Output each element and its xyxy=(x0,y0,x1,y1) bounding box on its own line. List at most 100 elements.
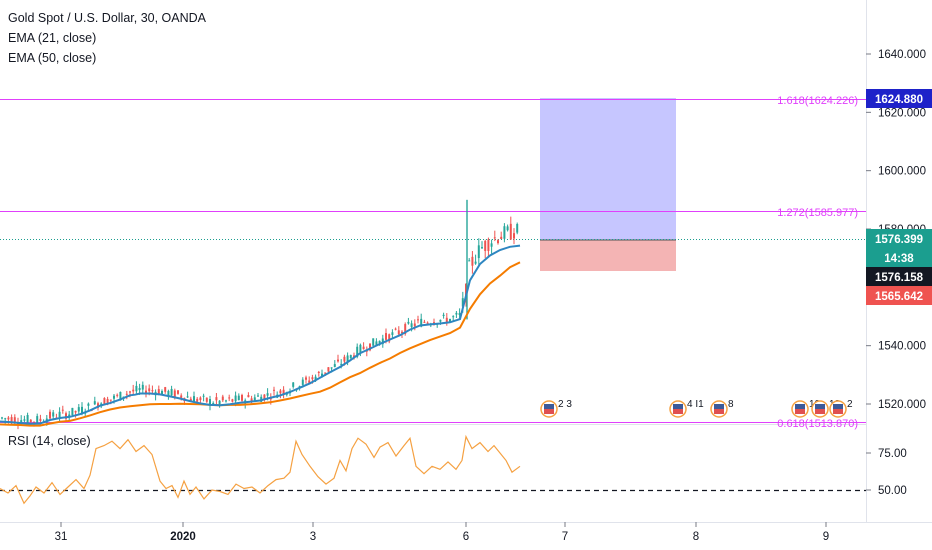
time-tick-label: 8 xyxy=(693,531,699,543)
price-tick-label: 1540.000 xyxy=(878,341,926,353)
flag-stripes xyxy=(833,409,843,414)
candle-body xyxy=(61,409,64,411)
candle-body xyxy=(349,355,352,359)
candle-body xyxy=(385,333,387,340)
candle-body xyxy=(148,388,151,392)
candle-body xyxy=(161,390,163,395)
candle-body xyxy=(33,421,35,423)
ema21-legend[interactable]: EMA (21, close) xyxy=(8,31,97,45)
candle-body xyxy=(282,389,285,395)
flag-canton xyxy=(795,404,805,409)
candle-body xyxy=(218,400,221,405)
candle-body xyxy=(497,240,499,244)
candle-body xyxy=(337,359,339,362)
candle-body xyxy=(481,247,483,249)
ema50-legend[interactable]: EMA (50, close) xyxy=(8,51,97,65)
candle-body xyxy=(87,403,90,406)
candle-body xyxy=(397,330,400,335)
candle-body xyxy=(452,316,455,318)
candle-body xyxy=(301,379,304,385)
candle-body xyxy=(253,397,256,401)
candle-body xyxy=(173,390,176,398)
candle-body xyxy=(13,417,16,423)
candle-body xyxy=(221,396,224,401)
candle-body xyxy=(23,419,26,421)
candle-body xyxy=(52,412,55,417)
candle-body xyxy=(68,414,71,417)
candle-body xyxy=(388,334,391,342)
candle-body xyxy=(209,399,211,406)
candle-body xyxy=(455,312,458,315)
candle-body xyxy=(292,382,295,387)
price-tag-stop-text: 1565.642 xyxy=(875,291,923,303)
candle-body xyxy=(228,397,231,399)
candle-body xyxy=(314,376,317,381)
candle-body xyxy=(129,391,131,393)
candle-body xyxy=(404,324,407,335)
candle-body xyxy=(205,397,208,402)
candle-body xyxy=(513,233,515,239)
candle-body xyxy=(372,338,375,346)
candle-body xyxy=(263,394,266,401)
candle-body xyxy=(135,385,138,392)
target-zone[interactable] xyxy=(540,98,676,240)
event-count: 2 3 xyxy=(558,399,572,410)
event-marker[interactable]: 2 3 xyxy=(540,399,572,418)
time-axis[interactable]: 31 2020 3 6 7 8 9 xyxy=(55,522,830,543)
stop-zone[interactable] xyxy=(540,240,676,271)
candle-body xyxy=(340,363,343,365)
candle-body xyxy=(493,237,496,239)
flag-stripes xyxy=(673,409,683,414)
event-marker[interactable]: 2 xyxy=(829,399,853,418)
flag-canton xyxy=(815,404,825,409)
candle-body xyxy=(170,388,173,396)
candle-body xyxy=(333,364,336,367)
candle-body xyxy=(141,384,144,390)
candle-body xyxy=(279,390,282,394)
candle-body xyxy=(225,400,227,402)
candle-body xyxy=(321,373,323,378)
candle-body xyxy=(506,226,509,231)
candle-body xyxy=(477,245,480,259)
candle-body xyxy=(58,411,61,417)
price-tag-current xyxy=(866,229,932,248)
candle-body xyxy=(468,260,471,262)
candle-body xyxy=(324,372,327,374)
chart-legend: Gold Spot / U.S. Dollar, 30, OANDA EMA (… xyxy=(8,8,206,68)
time-tick-label: 3 xyxy=(310,531,316,543)
rsi-legend[interactable]: RSI (14, close) xyxy=(8,434,91,448)
flag-canton xyxy=(673,404,683,409)
candle-body xyxy=(417,319,419,321)
fib-label-middle: 1.272(1585.977) xyxy=(777,207,858,219)
economic-events[interactable]: 2 34 I1810122 xyxy=(540,399,853,418)
time-tick-label: 2020 xyxy=(170,531,196,543)
time-tick-label: 31 xyxy=(55,531,68,543)
candlesticks xyxy=(1,199,519,430)
candle-body xyxy=(461,298,464,307)
price-tag-current-text: 1576.399 xyxy=(875,234,923,246)
candle-body xyxy=(106,398,109,405)
candle-body xyxy=(381,338,384,345)
event-marker[interactable]: 4 I1 xyxy=(669,399,704,418)
ema21-line xyxy=(0,244,521,425)
candle-body xyxy=(420,318,423,327)
candle-body xyxy=(378,340,381,344)
candle-body xyxy=(74,410,77,413)
flag-stripes xyxy=(815,409,825,414)
candle-body xyxy=(10,417,13,424)
event-marker[interactable]: 8 xyxy=(710,399,734,418)
rsi-line xyxy=(0,434,521,505)
rsi-tick-label: 50.00 xyxy=(878,485,907,497)
candle-body xyxy=(484,240,487,251)
candle-body xyxy=(237,395,240,401)
symbol-title[interactable]: Gold Spot / U.S. Dollar, 30, OANDA xyxy=(8,11,206,25)
flag-canton xyxy=(544,404,554,409)
flag-canton xyxy=(714,404,724,409)
candle-body xyxy=(234,395,237,402)
candle-body xyxy=(81,406,83,414)
candle-body xyxy=(180,395,183,398)
candle-body xyxy=(241,395,243,401)
event-count: 2 xyxy=(847,399,853,410)
price-tag-fib-text: 1624.880 xyxy=(875,94,923,106)
candle-body xyxy=(77,407,80,412)
